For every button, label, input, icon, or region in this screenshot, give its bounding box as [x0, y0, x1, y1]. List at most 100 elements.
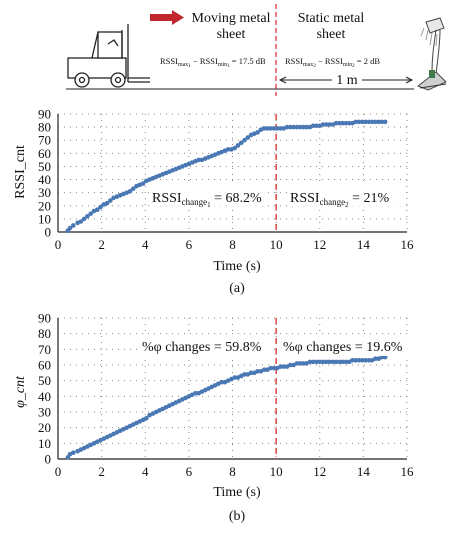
chart-phase-point	[297, 361, 303, 366]
chart-rssi-point	[291, 124, 296, 130]
chart-phase-point	[307, 359, 313, 365]
chart-rssi-ytick-label: 20	[38, 198, 51, 213]
chart-rssi-point	[140, 181, 146, 186]
chart-phase-point	[301, 361, 306, 366]
chart-rssi-point	[271, 126, 277, 131]
chart-phase-point	[323, 359, 329, 365]
chart-phase-point	[340, 359, 345, 365]
chart-phase-point	[317, 359, 323, 365]
chart-rssi-xtick-label: 8	[229, 237, 236, 252]
static-label-line1: Static metal	[298, 11, 365, 26]
chart-rssi-point	[245, 135, 251, 140]
chart-rssi-point	[278, 126, 283, 131]
chart-phase-ytick-label: 60	[38, 358, 51, 373]
chart-rssi-point	[366, 119, 372, 125]
chart-phase-annotation-2: %φ changes = 19.6%	[283, 340, 403, 355]
chart-rssi-ytick-label: 0	[45, 225, 52, 240]
chart-phase-point	[343, 359, 349, 365]
chart-rssi-point	[301, 124, 306, 130]
chart-phase-point	[294, 361, 300, 366]
rssi-equation-left: RSSImax1 − RSSImin1 = 17.5 dB	[160, 56, 266, 69]
chart-rssi-point	[294, 124, 300, 130]
chart-rssi-point	[238, 140, 244, 146]
chart-rssi-ylabel: RSSI_cnt	[13, 145, 28, 199]
reader-antenna-icon	[417, 17, 447, 91]
chart-rssi-grid	[58, 113, 408, 232]
chart-rssi-point	[274, 126, 280, 131]
chart-rssi-point	[382, 119, 388, 125]
chart-rssi-point	[104, 200, 110, 206]
chart-phase-axes	[57, 318, 407, 460]
chart-rssi-caption: (a)	[229, 281, 245, 296]
chart-phase-point	[359, 358, 365, 363]
chart-phase-point	[70, 450, 76, 456]
chart-phase-point	[356, 358, 362, 363]
chart-phase-point	[281, 364, 287, 369]
chart-rssi-point	[356, 119, 362, 125]
chart-phase-xtick-label: 16	[401, 464, 415, 479]
chart-rssi-point	[108, 198, 113, 203]
chart-rssi-ytick-label: 70	[38, 133, 51, 148]
chart-phase-point	[219, 379, 224, 385]
chart-rssi-point	[369, 119, 375, 125]
chart-phase-annotation-1: %φ changes = 59.8%	[142, 340, 262, 355]
chart-phase-point	[382, 354, 388, 360]
chart-rssi-xtick-label: 14	[357, 237, 371, 252]
forklift-icon	[67, 24, 150, 88]
chart-phase-point	[255, 368, 260, 374]
chart-phase-point	[242, 372, 247, 377]
chart-rssi-xtick-label: 2	[98, 237, 105, 252]
chart-rssi-point	[379, 119, 385, 125]
chart-rssi-point	[67, 225, 73, 231]
chart-rssi-point	[88, 211, 94, 216]
chart-phase-xtick-label: 4	[142, 464, 149, 479]
chart-phase-ytick-label: 10	[38, 436, 51, 451]
chart-rssi-point	[320, 122, 326, 127]
chart-phase-point	[144, 415, 149, 421]
chart-phase-point	[363, 358, 368, 363]
chart-phase-point	[288, 362, 293, 368]
moving-label-line2: sheet	[217, 27, 246, 42]
chart-phase-caption: (b)	[229, 509, 246, 524]
chart-phase-xtick-label: 2	[98, 464, 105, 479]
chart-phase-xtick-label: 8	[229, 464, 236, 479]
chart-rssi-xtick-label: 6	[186, 237, 193, 252]
chart-phase-ytick-label: 20	[38, 420, 51, 435]
chart-rssi-point	[310, 123, 316, 129]
chart-phase-point	[248, 370, 254, 376]
chart-rssi-point	[98, 204, 103, 210]
chart-rssi-ytick-label: 40	[38, 172, 51, 187]
moving-arrow-icon	[150, 10, 184, 25]
moving-label-line1: Moving metal	[192, 11, 271, 26]
chart-phase-ylabel: φ_cnt	[13, 375, 28, 408]
tag-icon	[429, 70, 435, 78]
chart-rssi-point	[130, 186, 136, 192]
chart-rssi-point	[297, 124, 303, 130]
chart-phase-point	[350, 358, 355, 363]
chart-phase-point	[333, 359, 339, 365]
chart-rssi-point	[94, 207, 100, 213]
chart-rssi-ytick-label: 10	[38, 211, 51, 226]
chart-rssi-xtick-label: 0	[55, 237, 62, 252]
chart-phase-point	[310, 359, 316, 365]
chart-phase-xlabel: Time (s)	[213, 485, 261, 500]
chart-rssi-point	[359, 119, 365, 125]
chart-rssi-point	[261, 126, 267, 131]
chart-rssi-point	[78, 219, 84, 224]
chart-rssi-point	[70, 223, 76, 228]
chart-phase-point	[330, 359, 336, 365]
chart-rssi-point	[235, 143, 241, 148]
chart-phase-point	[232, 375, 237, 380]
chart-rssi-point	[268, 126, 273, 131]
chart-phase-point	[337, 359, 342, 365]
chart-rssi-point	[85, 213, 90, 219]
chart-rssi-point	[288, 124, 293, 130]
chart-rssi-point	[225, 147, 231, 152]
chart-rssi-xtick-label: 12	[313, 237, 326, 252]
chart-phase-point	[379, 354, 385, 360]
